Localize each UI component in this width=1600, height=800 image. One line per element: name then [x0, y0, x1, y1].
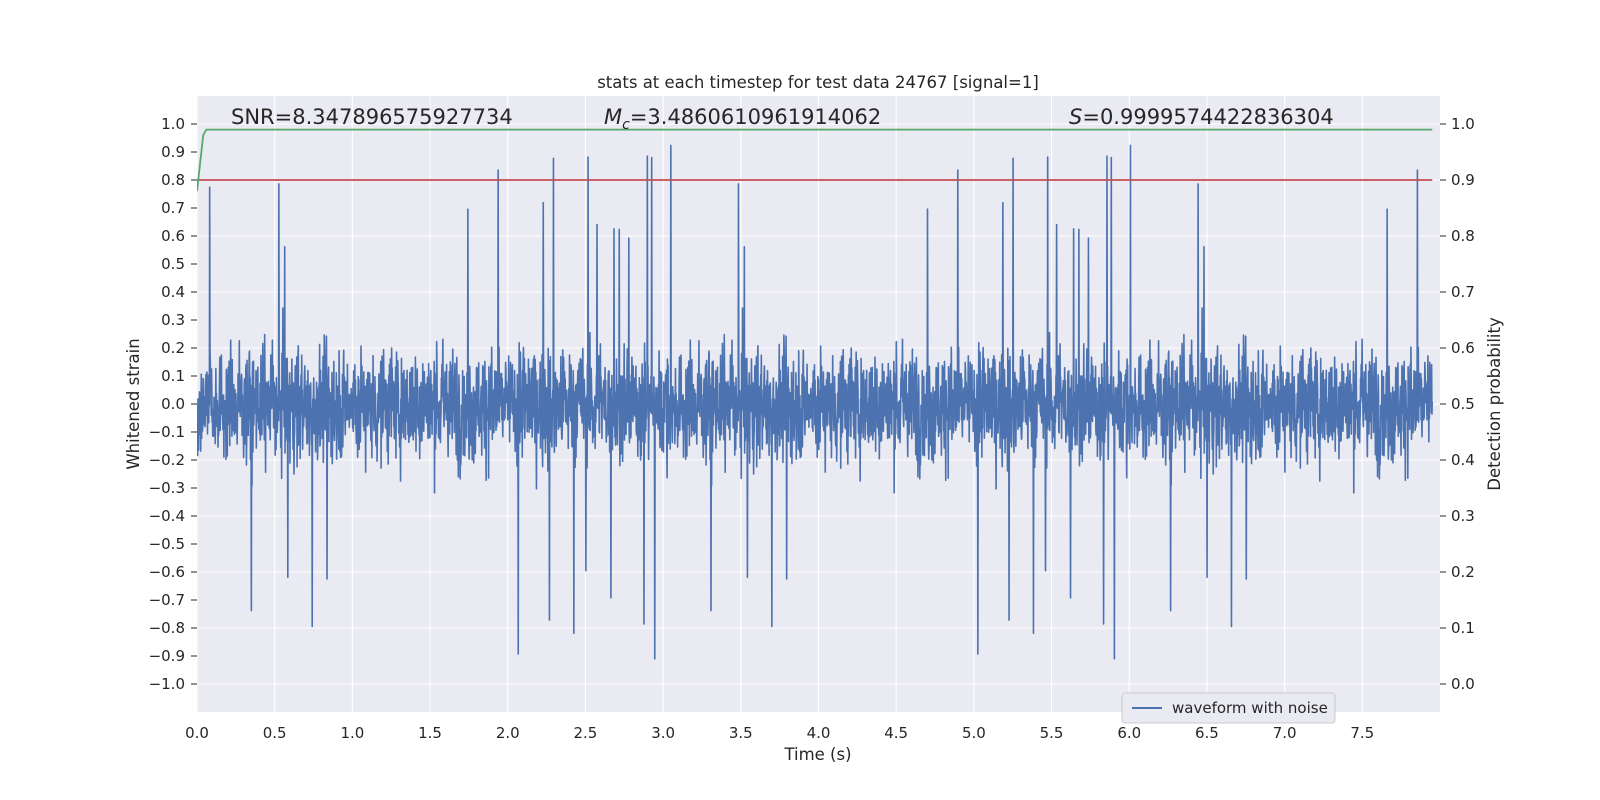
x-tick-label: 3.0: [651, 724, 675, 742]
y2-tick-label: 0.5: [1451, 395, 1475, 413]
x-tick-label: 7.5: [1350, 724, 1374, 742]
x-axis-label: Time (s): [783, 745, 851, 764]
mc-subscript: c: [622, 117, 630, 133]
y-tick-label: −0.9: [149, 647, 185, 665]
y-tick-label: 0.7: [161, 199, 185, 217]
y-tick-label: −0.4: [149, 507, 185, 525]
mc-symbol: M: [604, 105, 622, 129]
mc-annotation: Mc=3.4860610961914062: [604, 105, 881, 133]
y-tick-label: −0.1: [149, 423, 185, 441]
y2-tick-label: 0.0: [1451, 675, 1475, 693]
y2-tick-label: 0.2: [1451, 563, 1475, 581]
y2-tick-label: 0.7: [1451, 283, 1475, 301]
y2-tick-label: 0.9: [1451, 171, 1475, 189]
y-axis-label: Whitened strain: [124, 338, 143, 469]
x-tick-label: 4.5: [884, 724, 908, 742]
x-tick-label: 4.0: [807, 724, 831, 742]
y2-tick-label: 0.4: [1451, 451, 1475, 469]
y2-tick-label: 0.8: [1451, 227, 1475, 245]
y2-tick-label: 1.0: [1451, 115, 1475, 133]
series-layer: [197, 128, 1434, 660]
axes-layer: 0.0 0.5 1.0 1.5 2.0 2.5 3.0 3.5 4.0 4.5 5.0 5.5 6.0 6…: [149, 115, 1475, 742]
y2-tick-label: 0.1: [1451, 619, 1475, 637]
x-tick-label: 2.0: [496, 724, 520, 742]
x-tick-label: 3.5: [729, 724, 753, 742]
y-tick-label: 1.0: [161, 115, 185, 133]
y-tick-label: 0.6: [161, 227, 185, 245]
y2-axis-label: Detection probability: [1485, 317, 1504, 491]
waveform-series-line: [197, 144, 1434, 660]
y-tick-label: 0.9: [161, 143, 185, 161]
y-tick-label: 0.8: [161, 171, 185, 189]
x-tick-label: 6.0: [1117, 724, 1141, 742]
y2-tick-label: 0.6: [1451, 339, 1475, 357]
y-tick-label: −0.8: [149, 619, 185, 637]
snr-annotation: SNR=8.347896575927734: [231, 105, 513, 129]
y-tick-label: −0.3: [149, 479, 185, 497]
y-tick-label: −0.7: [149, 591, 185, 609]
y-tick-label: −1.0: [149, 675, 185, 693]
x-tick-label: 0.5: [263, 724, 287, 742]
x-tick-label: 5.5: [1040, 724, 1064, 742]
x-tick-label: 6.5: [1195, 724, 1219, 742]
y-tick-label: −0.5: [149, 535, 185, 553]
mc-value: =3.4860610961914062: [630, 105, 881, 129]
legend-label: waveform with noise: [1172, 699, 1328, 717]
x-tick-label: 0.0: [185, 724, 209, 742]
x-tick-label: 1.5: [418, 724, 442, 742]
y-tick-label: 0.4: [161, 283, 185, 301]
chart-title: stats at each timestep for test data 247…: [597, 73, 1039, 92]
s-annotation: S=0.9999574422836304: [1069, 105, 1334, 129]
y-tick-label: 0.3: [161, 311, 185, 329]
s-symbol: S: [1069, 105, 1082, 129]
y-tick-label: 0.0: [161, 395, 185, 413]
legend-box: [1121, 692, 1336, 724]
detection-probability-line: [197, 128, 1433, 192]
legend: waveform with noise: [1121, 692, 1336, 724]
x-tick-label: 1.0: [340, 724, 364, 742]
x-tick-label: 5.0: [962, 724, 986, 742]
x-tick-label: 2.5: [574, 724, 598, 742]
x-tick-label: 7.0: [1273, 724, 1297, 742]
y-tick-label: −0.6: [149, 563, 185, 581]
y-tick-label: 0.5: [161, 255, 185, 273]
y-tick-label: 0.2: [161, 339, 185, 357]
y-tick-label: 0.1: [161, 367, 185, 385]
y-tick-label: −0.2: [149, 451, 185, 469]
y2-tick-label: 0.3: [1451, 507, 1475, 525]
s-value: =0.9999574422836304: [1082, 105, 1333, 129]
